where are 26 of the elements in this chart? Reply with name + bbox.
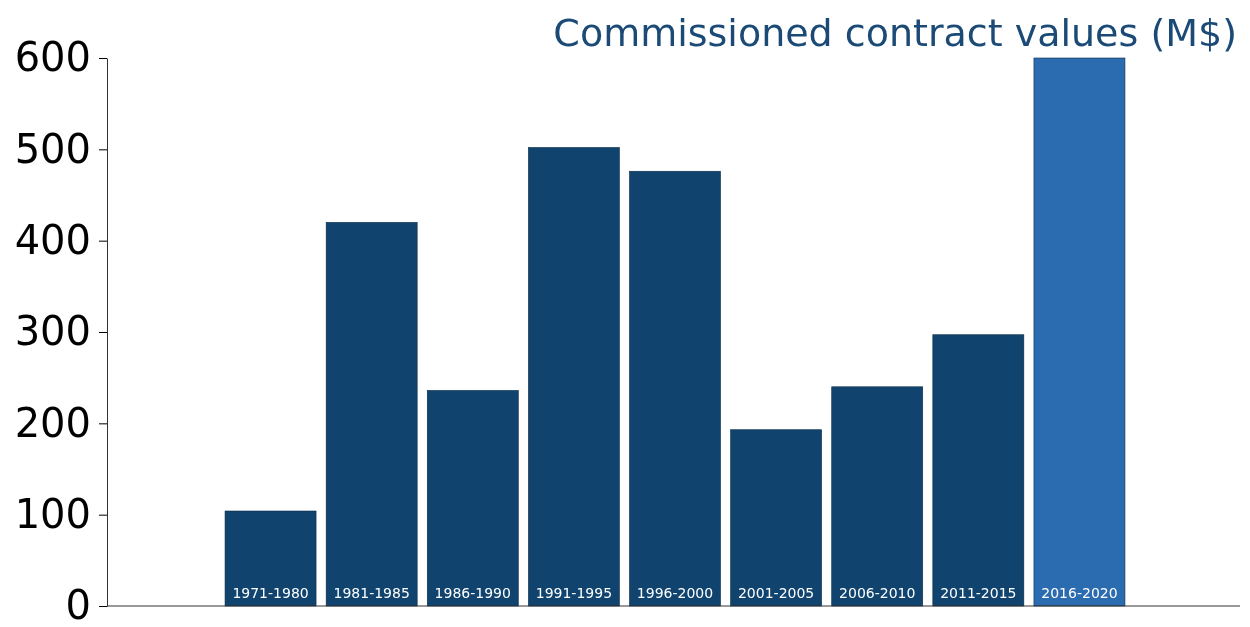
x-tick-label: 1991-1995: [535, 584, 613, 601]
y-tick-label: 500: [14, 125, 91, 172]
bar: [325, 222, 418, 607]
bar: [1033, 57, 1126, 607]
x-tick-label: 1971-1980: [232, 584, 309, 601]
x-tick-label: 2006-2010: [839, 584, 916, 601]
x-tick-label: 2011-2015: [940, 584, 1017, 601]
bar: [831, 386, 924, 607]
x-tick-label: 2001-2005: [737, 584, 815, 601]
bar: [730, 429, 822, 607]
bar: [932, 334, 1025, 607]
x-tick-label: 1986-1990: [434, 584, 511, 601]
bar: [426, 390, 519, 607]
y-tick-label: 100: [14, 490, 91, 537]
chart-title: Commissioned contract values (M$): [553, 11, 1237, 55]
bar: [528, 147, 620, 607]
y-tick-label: 600: [14, 34, 91, 81]
x-tick-label: 1996-2000: [636, 584, 714, 601]
x-tick-label: 2016-2020: [1041, 584, 1118, 601]
y-tick-label: 0: [65, 582, 91, 627]
bar: [224, 510, 317, 607]
y-tick-label: 200: [14, 399, 91, 446]
bar: [629, 170, 721, 607]
y-tick-label: 300: [14, 308, 91, 355]
x-tick-label: 1981-1985: [333, 584, 410, 601]
y-tick-label: 400: [14, 216, 91, 263]
